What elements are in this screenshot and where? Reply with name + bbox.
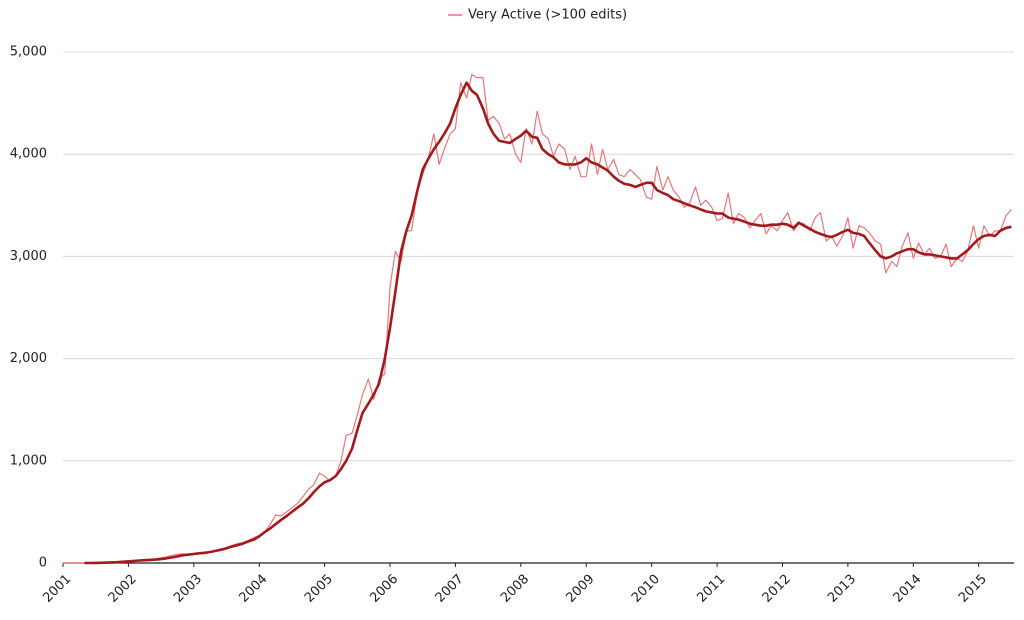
- y-tick-label: 2,000: [10, 351, 47, 366]
- x-tick-label: 2007: [433, 572, 467, 606]
- x-tick-label: 2002: [106, 572, 140, 606]
- x-tick-label: 2011: [694, 572, 728, 606]
- x-tick-label: 2006: [367, 572, 401, 606]
- y-tick-label: 5,000: [10, 45, 47, 60]
- x-tick-label: 2003: [171, 572, 205, 606]
- x-tick-label: 2004: [237, 572, 271, 606]
- x-tick-label: 2014: [891, 572, 925, 606]
- legend-label: Very Active (>100 edits): [468, 8, 627, 23]
- x-tick-label: 2001: [40, 572, 74, 606]
- x-tick-label: 2013: [825, 572, 859, 606]
- x-tick-label: 2008: [498, 572, 532, 606]
- line-series: [84, 81, 1012, 565]
- y-tick-label: 3,000: [10, 249, 47, 264]
- x-tick-label: 2012: [760, 572, 794, 606]
- x-tick-label: 2015: [956, 572, 990, 606]
- y-tick-label: 1,000: [10, 453, 47, 468]
- x-tick-label: 2009: [564, 572, 598, 606]
- line-series: [63, 73, 1012, 564]
- x-tick-label: 2005: [302, 572, 336, 606]
- y-tick-label: 0: [39, 556, 47, 571]
- x-tick-label: 2010: [629, 572, 663, 606]
- y-tick-label: 4,000: [10, 147, 47, 162]
